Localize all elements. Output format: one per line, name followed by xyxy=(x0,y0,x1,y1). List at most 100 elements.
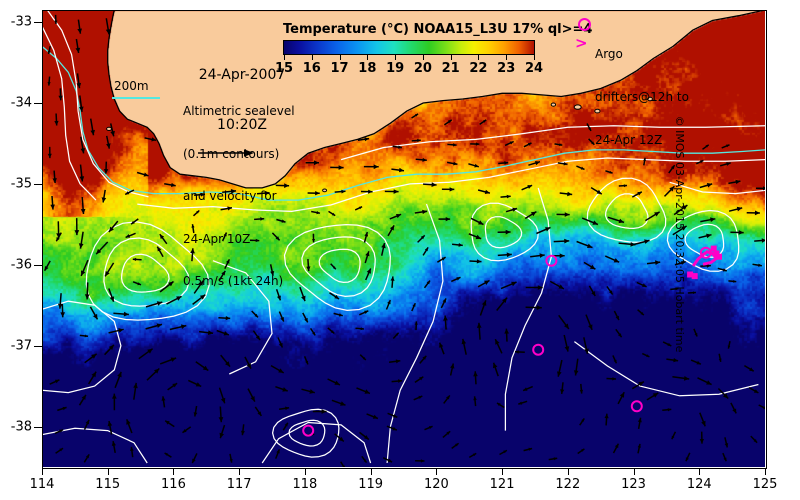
velocity-arrow xyxy=(108,220,119,233)
eddy-contour xyxy=(586,177,667,243)
velocity-arrow xyxy=(192,294,206,305)
velocity-arrow xyxy=(720,162,731,167)
velocity-arrow xyxy=(730,402,737,414)
velocity-arrow xyxy=(588,285,596,297)
colorbar-title: Temperature (°C) NOAA15_L3U 17% ql>=4 xyxy=(283,22,593,37)
velocity-arrow xyxy=(632,239,650,246)
argo-legend-line-3: 24-Apr 12Z xyxy=(595,133,663,148)
velocity-arrow xyxy=(275,183,290,188)
x-tick xyxy=(239,468,241,475)
velocity-arrow xyxy=(413,395,423,401)
eddy-contour xyxy=(470,202,539,262)
bathymetry-scale-label: 200m xyxy=(114,79,149,93)
argo-track-marker xyxy=(713,250,720,257)
velocity-arrow xyxy=(392,145,403,149)
velocity-arrow xyxy=(468,163,480,168)
velocity-arrow xyxy=(328,210,336,217)
velocity-arrow xyxy=(251,310,259,318)
velocity-arrow xyxy=(440,298,447,309)
velocity-arrow xyxy=(563,334,570,352)
colorbar-tick xyxy=(478,55,480,60)
imos-credit: © IMOS 03-Apr-2015 20:32:05 Hobart time xyxy=(673,115,687,352)
velocity-arrow xyxy=(514,350,525,354)
argo-float-marker[interactable] xyxy=(630,400,643,413)
velocity-arrow xyxy=(80,136,86,154)
velocity-arrow xyxy=(518,400,528,405)
velocity-arrow xyxy=(270,364,285,374)
velocity-arrow xyxy=(605,170,613,174)
velocity-arrow xyxy=(58,88,63,101)
argo-track-marker xyxy=(691,273,698,280)
velocity-arrow xyxy=(84,282,90,300)
sealevel-contour xyxy=(42,427,148,464)
velocity-arrow xyxy=(365,268,372,281)
velocity-arrow xyxy=(60,303,65,318)
x-tick xyxy=(370,468,372,475)
velocity-arrow xyxy=(218,387,226,404)
velocity-arrow xyxy=(327,327,335,334)
eddy-contour xyxy=(301,236,376,298)
velocity-arrow xyxy=(447,143,457,147)
x-tick-label: 124 xyxy=(686,477,712,492)
velocity-arrow xyxy=(473,371,478,385)
argo-float-marker[interactable] xyxy=(532,343,545,356)
velocity-arrow xyxy=(79,334,89,338)
eddy-contour xyxy=(318,248,361,284)
velocity-arrow xyxy=(451,442,460,450)
velocity-arrow xyxy=(477,279,490,288)
colorbar-ticks xyxy=(283,55,535,61)
velocity-arrow xyxy=(83,454,90,463)
argo-float-marker[interactable] xyxy=(302,424,315,437)
colorbar-tick xyxy=(506,55,508,60)
map-plot-area[interactable] xyxy=(42,10,765,467)
velocity-arrow xyxy=(107,420,113,435)
colorbar-tick-label: 24 xyxy=(524,61,544,76)
y-tick xyxy=(34,345,42,347)
colorbar-tick-label: 21 xyxy=(441,61,460,76)
velocity-arrow xyxy=(159,280,174,293)
velocity-arrow xyxy=(360,189,373,194)
x-tick-label: 116 xyxy=(161,477,186,492)
velocity-arrow xyxy=(525,305,542,310)
velocity-arrow xyxy=(645,211,660,222)
velocity-arrow xyxy=(718,353,722,363)
velocity-arrow xyxy=(334,189,346,194)
sealevel-contour xyxy=(574,341,759,397)
velocity-arrow xyxy=(224,258,231,270)
velocity-arrow xyxy=(752,263,763,267)
x-tick-label: 118 xyxy=(292,477,318,492)
argo-legend: Argo drifters@12h to 24-Apr 12Z xyxy=(595,18,689,176)
velocity-arrow xyxy=(57,293,63,309)
velocity-arrow xyxy=(330,263,337,270)
velocity-arrow xyxy=(612,443,620,454)
velocity-arrow xyxy=(414,321,418,331)
date-line-2: 10:20Z xyxy=(217,116,267,133)
colorbar-tick xyxy=(339,55,341,60)
colorbar-tick-label: 22 xyxy=(469,61,488,76)
velocity-arrow xyxy=(363,231,369,243)
velocity-arrow xyxy=(504,328,509,342)
velocity-arrow xyxy=(728,206,743,212)
argo-float-marker[interactable] xyxy=(545,254,558,267)
eddy-contour xyxy=(283,223,391,312)
velocity-scale-arrow-icon xyxy=(198,149,254,157)
velocity-arrow xyxy=(521,184,533,191)
velocity-arrow xyxy=(728,280,737,283)
velocity-arrow xyxy=(359,354,367,361)
velocity-arrow xyxy=(311,210,321,215)
velocity-arrow xyxy=(47,146,52,159)
sealevel-contour xyxy=(137,157,765,213)
velocity-arrow xyxy=(441,187,455,192)
velocity-arrow xyxy=(685,452,691,462)
argo-arrow-icon: > xyxy=(575,34,588,52)
velocity-arrow xyxy=(700,263,711,268)
velocity-arrow xyxy=(77,19,82,34)
velocity-arrow xyxy=(222,189,237,194)
velocity-arrow xyxy=(78,231,84,249)
colorbar-tick xyxy=(395,55,397,60)
colorbar-gradient xyxy=(283,40,535,55)
velocity-arrow xyxy=(576,165,585,171)
velocity-arrow xyxy=(498,161,509,165)
velocity-arrow xyxy=(136,171,149,177)
y-tick-label: -34 xyxy=(10,95,32,111)
